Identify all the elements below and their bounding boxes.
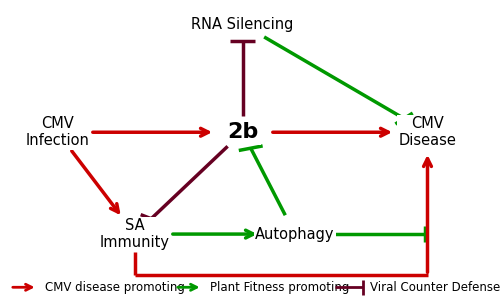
- Text: CMV
Infection: CMV Infection: [26, 116, 90, 148]
- Text: Plant Fitness promoting: Plant Fitness promoting: [210, 281, 350, 294]
- Text: CMV disease promoting: CMV disease promoting: [45, 281, 185, 294]
- Text: SA
Immunity: SA Immunity: [100, 218, 170, 250]
- Text: CMV
Disease: CMV Disease: [398, 116, 456, 148]
- Text: Autophagy: Autophagy: [256, 226, 335, 242]
- Text: RNA Silencing: RNA Silencing: [192, 17, 294, 32]
- Text: Viral Counter Defense: Viral Counter Defense: [370, 281, 500, 294]
- Text: 2b: 2b: [227, 122, 258, 142]
